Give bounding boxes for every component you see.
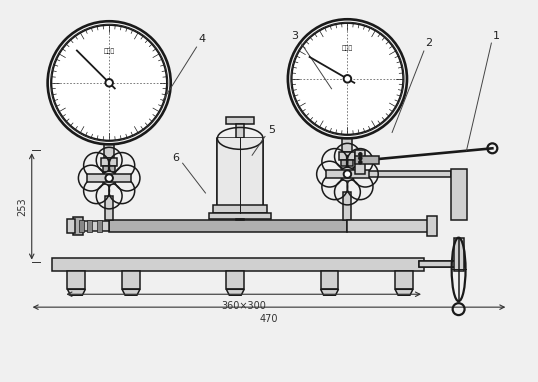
FancyBboxPatch shape <box>395 271 413 289</box>
FancyBboxPatch shape <box>80 220 84 232</box>
FancyBboxPatch shape <box>427 216 437 236</box>
FancyBboxPatch shape <box>67 219 75 233</box>
FancyBboxPatch shape <box>226 271 244 289</box>
FancyBboxPatch shape <box>217 138 263 205</box>
Polygon shape <box>122 289 140 295</box>
FancyBboxPatch shape <box>87 220 93 232</box>
Text: 470: 470 <box>260 314 278 324</box>
FancyBboxPatch shape <box>226 117 254 125</box>
FancyBboxPatch shape <box>97 220 102 232</box>
Text: 2: 2 <box>425 38 433 48</box>
Text: 5: 5 <box>268 125 275 136</box>
Circle shape <box>343 75 351 83</box>
Text: 360×300: 360×300 <box>221 301 266 311</box>
Text: 6: 6 <box>172 153 179 163</box>
Text: 4: 4 <box>199 34 206 44</box>
Circle shape <box>345 77 349 81</box>
Circle shape <box>345 172 349 176</box>
FancyBboxPatch shape <box>451 169 466 220</box>
Circle shape <box>102 171 116 185</box>
Text: 1: 1 <box>493 31 500 41</box>
Polygon shape <box>395 289 413 295</box>
FancyBboxPatch shape <box>236 219 244 220</box>
FancyBboxPatch shape <box>419 262 464 267</box>
FancyBboxPatch shape <box>419 262 464 267</box>
FancyBboxPatch shape <box>73 217 83 235</box>
Text: 253: 253 <box>17 197 27 216</box>
Circle shape <box>359 153 362 156</box>
FancyBboxPatch shape <box>109 220 348 232</box>
Polygon shape <box>226 289 244 295</box>
FancyBboxPatch shape <box>67 271 86 289</box>
FancyBboxPatch shape <box>356 150 365 174</box>
Circle shape <box>105 79 113 87</box>
FancyBboxPatch shape <box>356 156 379 164</box>
Circle shape <box>105 174 113 182</box>
Circle shape <box>359 161 362 164</box>
Circle shape <box>343 170 351 178</box>
Polygon shape <box>67 289 86 295</box>
FancyBboxPatch shape <box>236 125 244 138</box>
Text: 压力表: 压力表 <box>342 45 353 51</box>
Text: 3: 3 <box>291 31 298 41</box>
Polygon shape <box>321 289 338 295</box>
FancyBboxPatch shape <box>454 238 464 271</box>
Circle shape <box>52 25 167 140</box>
FancyBboxPatch shape <box>367 171 451 177</box>
FancyBboxPatch shape <box>343 138 352 152</box>
Text: 标准表: 标准表 <box>103 48 115 53</box>
FancyBboxPatch shape <box>122 271 140 289</box>
FancyBboxPatch shape <box>325 170 369 178</box>
FancyBboxPatch shape <box>339 152 356 160</box>
Circle shape <box>107 176 111 180</box>
FancyBboxPatch shape <box>321 271 338 289</box>
FancyBboxPatch shape <box>81 221 109 231</box>
FancyBboxPatch shape <box>209 213 271 219</box>
FancyBboxPatch shape <box>104 144 114 158</box>
Circle shape <box>292 23 403 134</box>
FancyBboxPatch shape <box>343 192 351 220</box>
FancyBboxPatch shape <box>87 174 131 182</box>
FancyBboxPatch shape <box>103 166 115 172</box>
Circle shape <box>107 81 111 85</box>
FancyBboxPatch shape <box>101 158 117 166</box>
FancyBboxPatch shape <box>52 257 424 271</box>
FancyBboxPatch shape <box>105 196 113 220</box>
FancyBboxPatch shape <box>214 205 267 213</box>
FancyBboxPatch shape <box>348 220 429 232</box>
Circle shape <box>341 167 355 181</box>
Polygon shape <box>217 138 263 207</box>
Circle shape <box>359 157 362 160</box>
FancyBboxPatch shape <box>342 160 353 166</box>
